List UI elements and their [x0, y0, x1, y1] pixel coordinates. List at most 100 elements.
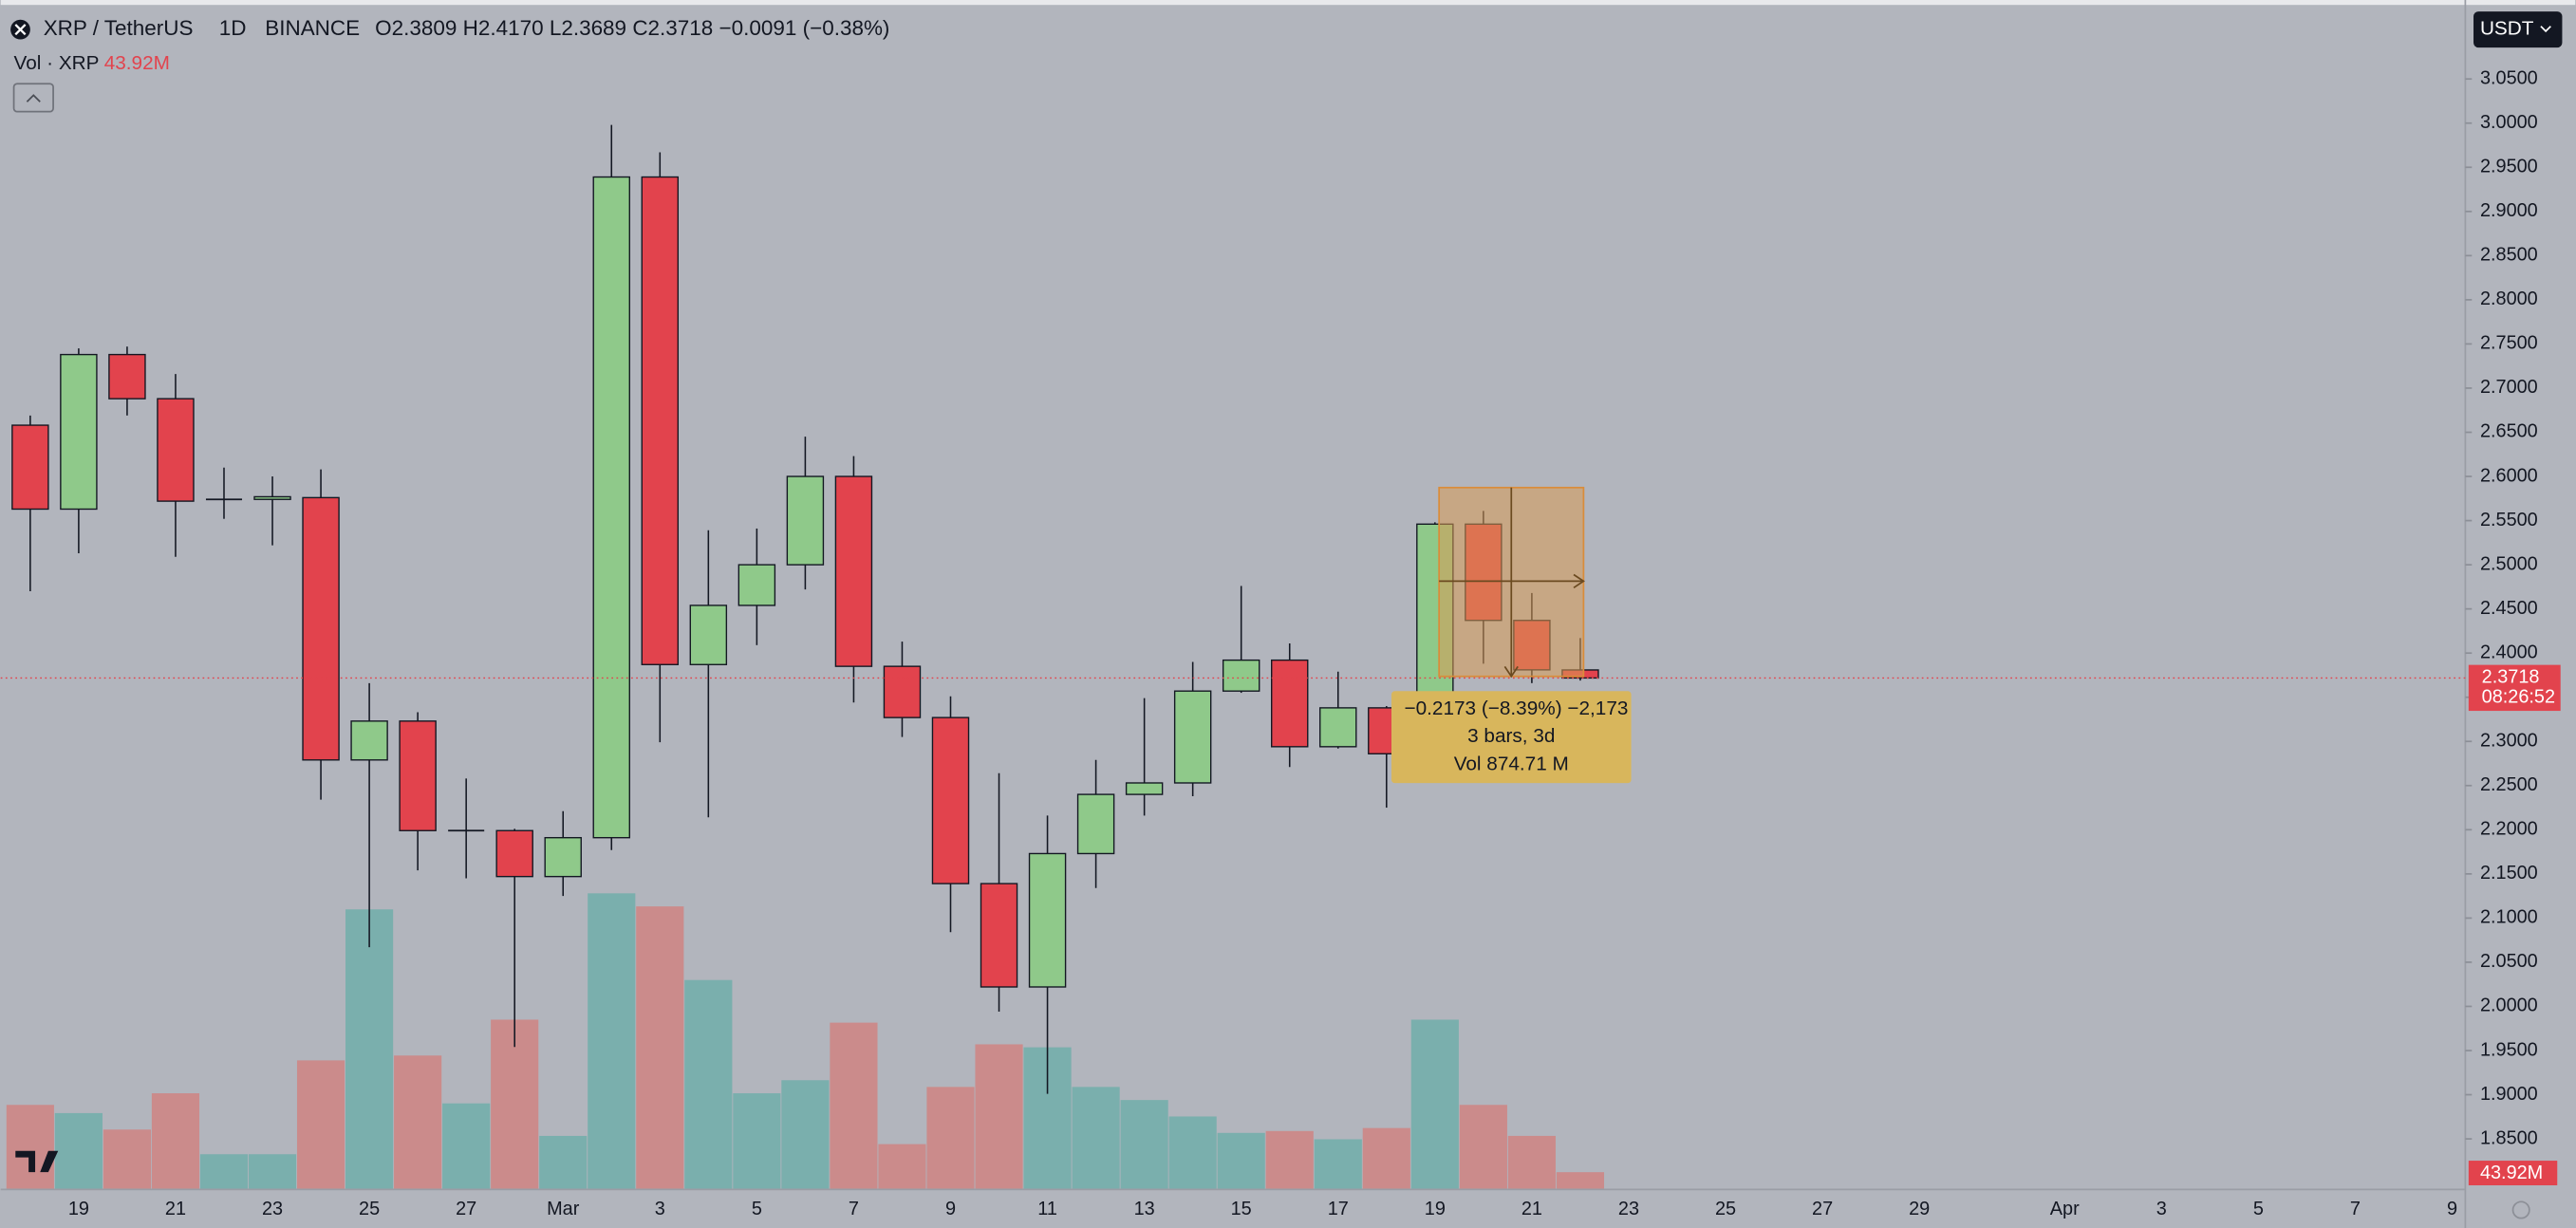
candle-body: [108, 353, 146, 400]
candle-body: [1319, 707, 1357, 748]
volume-bar: [1120, 1100, 1168, 1189]
volume-bar: [636, 906, 684, 1189]
x-tick-label: 17: [1328, 1199, 1349, 1219]
tv-logo: [15, 1150, 59, 1173]
volume-bar: [733, 1093, 781, 1189]
volume-bar: [588, 893, 636, 1189]
y-tick-label: 2.2500: [2480, 774, 2538, 795]
measure-arrowhead-v: [1503, 665, 1519, 679]
y-tick-label: 1.9500: [2480, 1039, 2538, 1060]
x-tick-label: 19: [68, 1199, 89, 1219]
currency-button[interactable]: [2473, 11, 2563, 48]
measure-tool: −0.2173 (−8.39%) −2,173 3 bars, 3d Vol 8…: [1391, 486, 1632, 784]
measure-tooltip: [1391, 691, 1632, 784]
volume-legend: Vol · XRP: [14, 52, 100, 74]
candle-body: [1271, 659, 1309, 748]
volume-layer: [6, 893, 1605, 1189]
volume-bar: [1507, 1135, 1556, 1189]
measure-bars: 3 bars, 3d: [1467, 725, 1555, 747]
y-tick-label: 2.1500: [2480, 863, 2538, 884]
y-tick-label: 2.3000: [2480, 731, 2538, 752]
top-border: [0, 0, 2576, 6]
volume-bar: [1314, 1139, 1362, 1189]
x-tick-label: 15: [1231, 1199, 1252, 1219]
candle-body: [350, 720, 388, 761]
price-badge: [2468, 664, 2561, 712]
x-tick-label: 9: [945, 1199, 956, 1219]
ohlc-key: L: [550, 16, 562, 40]
volume-bar: [878, 1144, 926, 1189]
interval: 1D: [219, 16, 247, 40]
x-tick-label: 19: [1425, 1199, 1446, 1219]
collapse-button[interactable]: [12, 83, 54, 113]
x-tick-label: 3: [655, 1199, 665, 1219]
volume-bar: [830, 1022, 878, 1189]
x-tick-label: 27: [456, 1199, 476, 1219]
candle-body: [689, 605, 728, 665]
settings-icon[interactable]: [2511, 1200, 2530, 1219]
y-tick-label: 2.9000: [2480, 200, 2538, 221]
y-tick-label: 1.8500: [2480, 1127, 2538, 1148]
volume-badge-value: 43.92M: [2480, 1163, 2543, 1183]
ohlc-value: 2.3718: [648, 16, 714, 40]
x-tick-label: 5: [2253, 1199, 2264, 1219]
volume-bar: [248, 1154, 297, 1189]
y-tick-label: 2.0000: [2480, 995, 2538, 1016]
measure-change: −0.2173 (−8.39%) −2,173: [1404, 698, 1628, 719]
volume-bar: [781, 1080, 830, 1189]
price-badge-value: 2.3718: [2482, 667, 2540, 688]
y-tick-label: 3.0500: [2480, 67, 2538, 88]
y-tick-label: 3.0000: [2480, 112, 2538, 133]
candle-body: [641, 176, 680, 665]
y-tick-label: 2.9500: [2480, 157, 2538, 177]
volume-bar: [926, 1087, 975, 1189]
candle-body: [980, 883, 1018, 988]
y-tick-label: 2.7000: [2480, 377, 2538, 398]
candle-body: [60, 353, 98, 511]
volume-bar: [1556, 1172, 1605, 1189]
x-tick-label: 21: [1521, 1199, 1542, 1219]
x-tick-label: 29: [1909, 1199, 1930, 1219]
volume-bar: [975, 1044, 1023, 1189]
y-tick-label: 2.6000: [2480, 465, 2538, 486]
candle-body: [737, 564, 776, 606]
volume-legend-value: 43.92M: [104, 52, 170, 74]
candle-body: [931, 716, 970, 884]
x-tick-label: 13: [1134, 1199, 1155, 1219]
volume-bar: [6, 1105, 54, 1189]
collapse-icon: [26, 94, 41, 102]
volume-bar: [442, 1103, 491, 1189]
volume-bar: [539, 1135, 588, 1189]
ohlc-key: C: [632, 16, 647, 40]
candle-body: [302, 496, 340, 761]
volume-bar: [199, 1154, 249, 1189]
ohlc-value: 2.3689: [561, 16, 626, 40]
x-tick-label: Mar: [547, 1199, 580, 1219]
currency: USDT: [2480, 18, 2534, 40]
candle-body: [544, 837, 582, 878]
ohlc-key: H: [463, 16, 478, 40]
x-tick-label: 25: [1715, 1199, 1736, 1219]
candle-body: [1028, 852, 1067, 988]
candle-body: [495, 829, 533, 878]
measure-volume: Vol 874.71 M: [1454, 754, 1569, 775]
volume-bar: [54, 1112, 103, 1189]
candle-body: [592, 176, 630, 839]
ohlc: O2.3809 H2.4170 L2.3689 C2.3718 −0.0091 …: [375, 16, 889, 40]
x-tick-label: 11: [1037, 1199, 1057, 1219]
candle-body: [399, 720, 437, 831]
x-tick-label: 25: [359, 1199, 380, 1219]
ohlc-value: 2.4170: [478, 16, 544, 40]
candle-body: [1173, 690, 1212, 784]
volume-bar: [296, 1060, 345, 1189]
symbol: XRP / TetherUS: [44, 16, 194, 40]
x-tick-label: Apr: [2050, 1199, 2080, 1219]
x-tick-label: 23: [1618, 1199, 1639, 1219]
candle-body: [157, 398, 195, 502]
y-tick-label: 2.4500: [2480, 598, 2538, 619]
y-tick-label: 2.5000: [2480, 553, 2538, 574]
volume-bar: [151, 1093, 200, 1189]
y-tick-label: 2.4000: [2480, 642, 2538, 662]
